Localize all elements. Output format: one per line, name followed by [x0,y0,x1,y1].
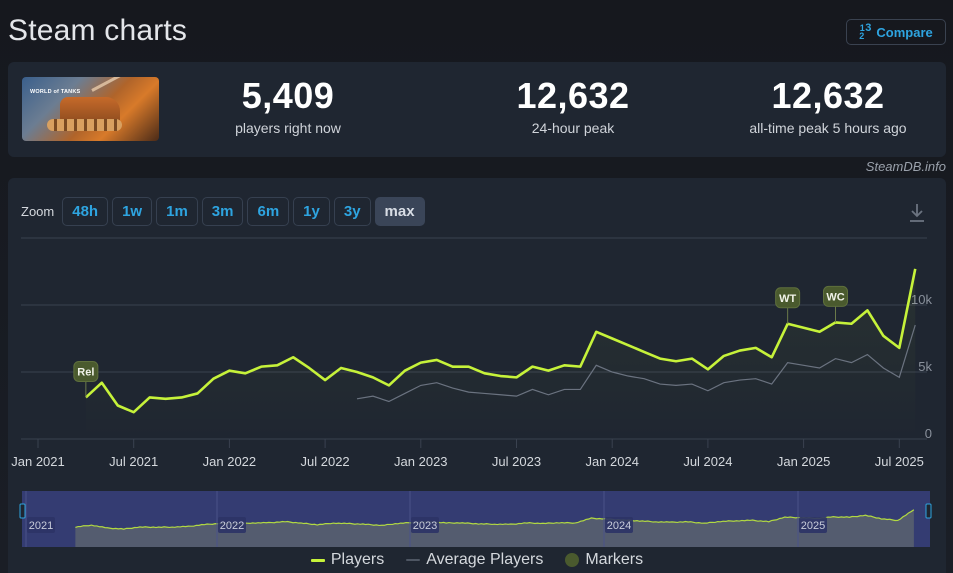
tank-barrel [91,77,125,92]
zoom-bar: Zoom 48h 1w 1m 3m 6m 1y 3y max [21,197,425,226]
marker-wc[interactable]: WC [823,285,848,307]
legend-players[interactable]: Players [310,551,385,569]
svg-text:2024: 2024 [607,520,631,532]
average-line-icon [406,559,421,561]
navigator-handle[interactable] [925,503,932,519]
svg-text:Jan 2024: Jan 2024 [585,454,639,469]
svg-text:0: 0 [925,426,932,441]
svg-text:Rel: Rel [77,366,94,378]
navigator-handle[interactable] [19,503,26,519]
svg-text:Jul 2025: Jul 2025 [875,454,924,469]
legend-players-label: Players [330,551,385,568]
svg-text:WT: WT [779,293,796,305]
svg-text:2023: 2023 [413,520,437,532]
zoom-3m[interactable]: 3m [201,197,244,226]
svg-text:2025: 2025 [801,520,825,532]
stat-24h-peak: 12,632 24-hour peak [453,75,693,137]
game-thumbnail[interactable]: WORLD of TANKS [22,77,159,141]
svg-text:5k: 5k [918,359,932,374]
compare-label: Compare [876,24,933,40]
zoom-max[interactable]: max [374,197,425,226]
svg-text:Jan 2025: Jan 2025 [777,454,831,469]
svg-text:WC: WC [826,291,844,303]
compare-button[interactable]: 13 23 Compare [846,19,946,45]
game-logo: WORLD of TANKS [30,89,81,95]
marker-dot-icon [565,553,580,567]
zoom-label: Zoom [21,204,55,219]
legend-markers-label: Markers [585,551,644,568]
svg-text:Jul 2021: Jul 2021 [109,454,158,469]
stats-box: WORLD of TANKS 5,409 players right now 1… [8,62,946,157]
all-time-peak-value: 12,632 [771,75,885,116]
page-title: Steam charts [8,14,188,47]
watermark: SteamDB.info [865,159,946,174]
players-line-icon [310,558,325,562]
legend: Players Average Players Markers [8,551,946,569]
current-players-value: 5,409 [241,75,335,116]
svg-text:2022: 2022 [220,520,244,532]
marker-rel[interactable]: Rel [73,360,99,382]
svg-text:2021: 2021 [29,520,53,532]
zoom-6m[interactable]: 6m [247,197,290,226]
marker-wt[interactable]: WT [775,287,801,309]
svg-text:10k: 10k [911,292,932,307]
stat-current-players: 5,409 players right now [168,75,408,137]
legend-markers[interactable]: Markers [565,551,643,569]
legend-average-players[interactable]: Average Players [406,551,543,569]
zoom-48h[interactable]: 48h [62,197,109,226]
svg-text:Jan 2022: Jan 2022 [203,454,257,469]
stat-all-time-peak: 12,632 all-time peak 5 hours ago [708,75,948,137]
current-players-label: players right now [235,120,341,136]
svg-text:Jan 2023: Jan 2023 [394,454,448,469]
svg-text:Jul 2024: Jul 2024 [683,454,732,469]
zoom-3y[interactable]: 3y [333,197,371,226]
svg-text:Jul 2022: Jul 2022 [301,454,350,469]
svg-text:Jul 2023: Jul 2023 [492,454,541,469]
fraction-icon: 13 23 [859,22,872,41]
svg-text:Jan 2021: Jan 2021 [11,454,65,469]
legend-average-label: Average Players [426,551,544,568]
zoom-1w[interactable]: 1w [112,197,153,226]
player-chart[interactable]: 10k 5k 0 Jan 2021 Jul 2021 Jan 2022 Jul 2022 Ja… [8,178,946,548]
navigator[interactable]: 2021 2022 2023 2024 2025 [19,491,932,547]
peak-24h-label: 24-hour peak [531,120,615,136]
chart-panel: Zoom 48h 1w 1m 3m 6m 1y 3y max 10k 5k 0 Jan… [8,178,946,573]
download-icon[interactable] [906,201,928,225]
peak-24h-value: 12,632 [516,75,630,116]
zoom-1m[interactable]: 1m [156,197,198,226]
zoom-1y[interactable]: 1y [293,197,330,226]
all-time-peak-label: all-time peak 5 hours ago [749,120,907,136]
tank-tracks [47,119,122,131]
